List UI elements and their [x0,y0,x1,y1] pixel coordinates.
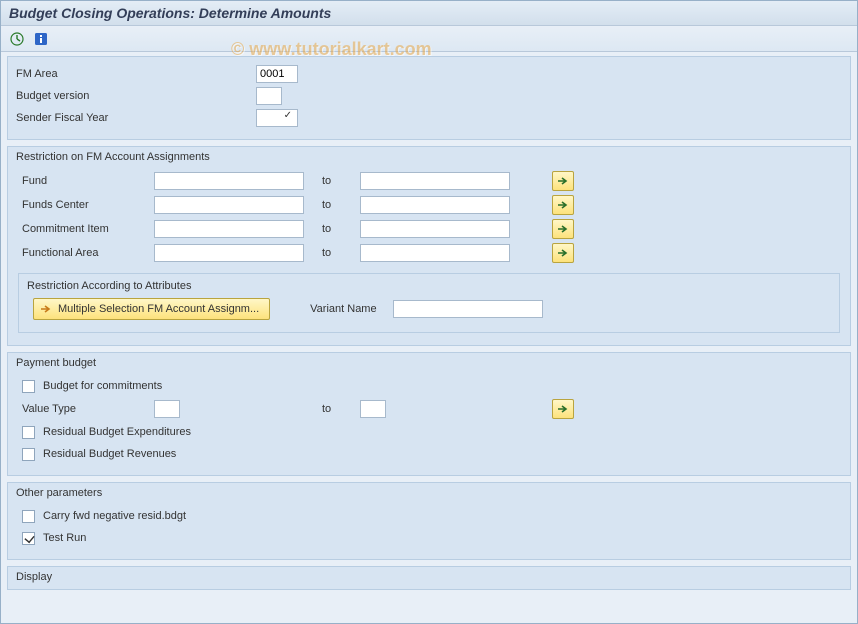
commitment-item-label: Commitment Item [16,223,146,235]
multiple-selection-button-label: Multiple Selection FM Account Assignm... [58,303,259,315]
fund-row: Fund to [16,169,842,193]
value-type-from-input[interactable] [154,400,180,418]
info-button[interactable] [31,30,51,48]
display-title: Display [16,571,842,583]
variant-name-label: Variant Name [310,303,376,315]
arrow-right-icon [557,176,569,186]
content-area: FM Area Budget version Sender Fiscal Yea… [1,52,857,596]
payment-budget-groupbox: Payment budget Budget for commitments Va… [7,352,851,476]
commitment-item-to-input[interactable] [360,220,510,238]
functional-area-row: Functional Area to [16,241,842,265]
residual-expenditures-checkbox[interactable] [22,426,35,439]
funds-center-label: Funds Center [16,199,146,211]
app-window: Budget Closing Operations: Determine Amo… [0,0,858,624]
required-indicator-icon: ✓ [284,110,292,121]
to-label: to [322,175,352,187]
residual-expenditures-label: Residual Budget Expenditures [43,426,191,438]
fund-label: Fund [16,175,146,187]
arrow-right-icon [557,404,569,414]
header-fields-panel: FM Area Budget version Sender Fiscal Yea… [7,56,851,140]
payment-budget-title: Payment budget [16,353,842,375]
attributes-groupbox: Restriction According to Attributes Mult… [18,273,840,333]
test-run-checkbox[interactable] [22,532,35,545]
info-icon [34,32,48,46]
residual-revenues-label: Residual Budget Revenues [43,448,176,460]
page-title: Budget Closing Operations: Determine Amo… [9,5,331,21]
funds-center-multiselect-button[interactable] [552,195,574,215]
budget-commitments-label: Budget for commitments [43,380,162,392]
restriction-groupbox: Restriction on FM Account Assignments Fu… [7,146,851,346]
value-type-row: Value Type to [16,397,842,421]
commitment-item-row: Commitment Item to [16,217,842,241]
to-label: to [322,223,352,235]
display-groupbox: Display [7,566,851,590]
budget-commitments-checkbox[interactable] [22,380,35,393]
value-type-multiselect-button[interactable] [552,399,574,419]
fund-multiselect-button[interactable] [552,171,574,191]
fm-area-label: FM Area [16,68,256,80]
funds-center-to-input[interactable] [360,196,510,214]
multiple-selection-button[interactable]: Multiple Selection FM Account Assignm... [33,298,270,320]
restriction-title: Restriction on FM Account Assignments [16,147,842,169]
toolbar [1,26,857,52]
arrow-right-icon [40,304,52,314]
titlebar: Budget Closing Operations: Determine Amo… [1,1,857,26]
functional-area-multiselect-button[interactable] [552,243,574,263]
variant-name-input[interactable] [393,300,543,318]
value-type-to-input[interactable] [360,400,386,418]
to-label: to [322,403,352,415]
fund-from-input[interactable] [154,172,304,190]
arrow-right-icon [557,200,569,210]
functional-area-label: Functional Area [16,247,146,259]
commitment-item-from-input[interactable] [154,220,304,238]
carry-fwd-label: Carry fwd negative resid.bdgt [43,510,186,522]
functional-area-to-input[interactable] [360,244,510,262]
arrow-right-icon [557,248,569,258]
functional-area-from-input[interactable] [154,244,304,262]
test-run-label: Test Run [43,532,86,544]
execute-icon [10,32,24,46]
sender-fiscal-year-label: Sender Fiscal Year [16,112,256,124]
execute-button[interactable] [7,30,27,48]
funds-center-from-input[interactable] [154,196,304,214]
budget-version-input[interactable] [256,87,282,105]
funds-center-row: Funds Center to [16,193,842,217]
attributes-title: Restriction According to Attributes [27,278,831,298]
fm-area-input[interactable] [256,65,298,83]
commitment-item-multiselect-button[interactable] [552,219,574,239]
residual-revenues-checkbox[interactable] [22,448,35,461]
arrow-right-icon [557,224,569,234]
other-parameters-title: Other parameters [16,483,842,505]
to-label: to [322,247,352,259]
value-type-label: Value Type [16,403,146,415]
other-parameters-groupbox: Other parameters Carry fwd negative resi… [7,482,851,560]
fund-to-input[interactable] [360,172,510,190]
to-label: to [322,199,352,211]
carry-fwd-checkbox[interactable] [22,510,35,523]
budget-version-label: Budget version [16,90,256,102]
